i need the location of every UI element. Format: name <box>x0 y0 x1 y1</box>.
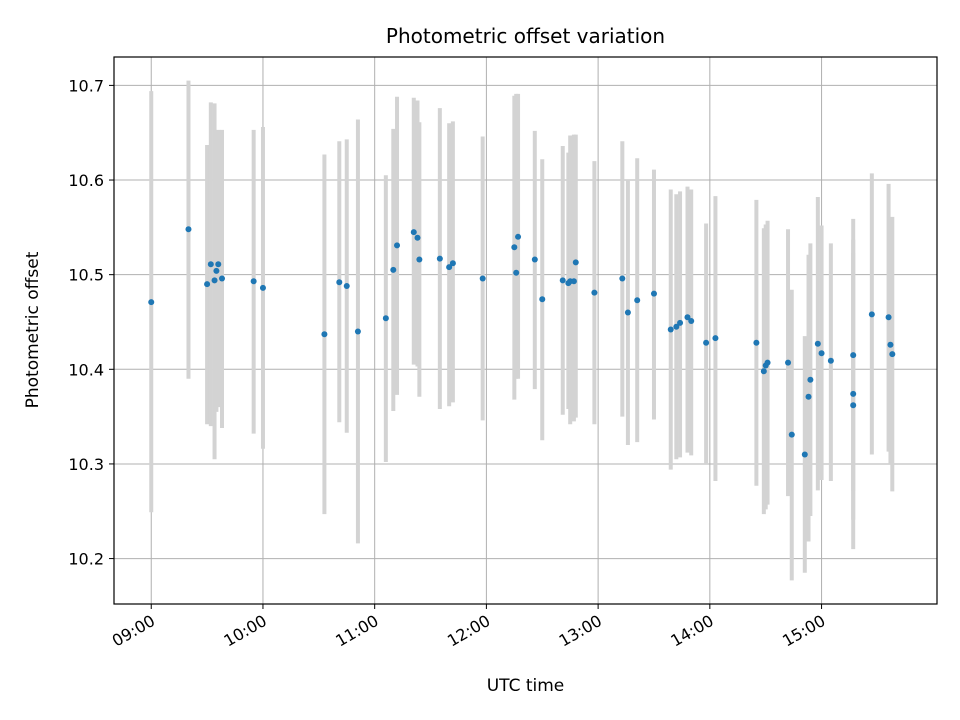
data-point <box>531 256 538 263</box>
data-point <box>511 244 518 251</box>
data-point <box>814 340 821 347</box>
data-point <box>850 352 857 359</box>
data-point <box>650 290 657 297</box>
data-point <box>321 331 328 338</box>
data-point <box>850 402 857 409</box>
data-point <box>515 233 522 240</box>
data-point <box>382 315 389 322</box>
data-point <box>712 335 719 342</box>
data-point <box>211 277 218 284</box>
data-point <box>764 359 771 366</box>
data-point <box>513 269 520 276</box>
data-point <box>591 289 598 296</box>
data-point <box>539 296 546 303</box>
data-point <box>343 283 350 290</box>
data-point <box>753 339 760 346</box>
data-point <box>207 261 214 268</box>
plot-frame <box>113 56 938 605</box>
data-point <box>148 299 155 306</box>
data-point <box>479 275 486 282</box>
data-point <box>213 267 220 274</box>
data-point <box>887 341 894 348</box>
data-point <box>416 256 423 263</box>
data-point <box>559 277 566 284</box>
y-tick-label: 10.2 <box>68 550 104 569</box>
data-point <box>570 278 577 285</box>
data-point <box>390 266 397 273</box>
data-point <box>703 339 710 346</box>
data-point <box>760 368 767 375</box>
data-point <box>446 264 453 271</box>
y-axis-label: Photometric offset <box>23 251 43 408</box>
data-point <box>677 319 684 326</box>
data-point <box>336 279 343 286</box>
data-point <box>414 234 421 241</box>
data-point <box>354 328 361 335</box>
data-point <box>868 311 875 318</box>
data-point <box>673 323 680 330</box>
data-point <box>827 357 834 364</box>
data-point <box>572 259 579 266</box>
data-point <box>788 431 795 438</box>
data-point <box>889 351 896 358</box>
data-point <box>785 359 792 366</box>
data-point <box>805 393 812 400</box>
x-axis-label: UTC time <box>487 676 565 696</box>
data-point <box>634 297 641 304</box>
data-point <box>436 255 443 262</box>
data-point <box>684 314 691 321</box>
plot-area <box>114 57 937 604</box>
data-point <box>619 275 626 282</box>
y-tick-label: 10.6 <box>68 171 104 190</box>
chart-title: Photometric offset variation <box>386 24 665 48</box>
data-point <box>850 390 857 397</box>
data-point <box>885 314 892 321</box>
data-point <box>218 275 225 282</box>
data-point <box>185 226 192 233</box>
y-tick-label: 10.7 <box>68 76 104 95</box>
data-point <box>204 281 211 288</box>
data-point <box>215 261 222 268</box>
data-point <box>688 318 695 325</box>
data-point <box>801 451 808 458</box>
data-points <box>148 226 896 458</box>
data-point <box>818 350 825 357</box>
data-point <box>449 260 456 267</box>
y-tick-label: 10.5 <box>68 266 104 285</box>
data-point <box>807 376 814 383</box>
data-point <box>394 242 401 249</box>
data-point <box>250 278 257 285</box>
data-point <box>259 284 266 291</box>
y-tick-label: 10.3 <box>68 455 104 474</box>
data-point <box>624 309 631 316</box>
y-tick-label: 10.4 <box>68 360 104 379</box>
data-point <box>410 229 417 236</box>
data-point <box>667 326 674 333</box>
